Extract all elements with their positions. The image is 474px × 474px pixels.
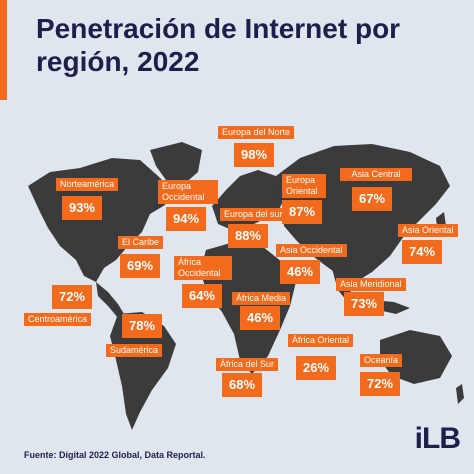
accent-bar	[0, 0, 7, 100]
region-value-central-asia: 67%	[352, 187, 392, 211]
europe-shape	[212, 170, 286, 230]
region-label-western-europe: Europa Occidental	[158, 180, 218, 204]
region-value-western-africa: 64%	[182, 284, 222, 308]
region-label-eastern-asia: Asia Oriental	[398, 224, 458, 237]
region-value-south-america: 78%	[122, 314, 162, 338]
region-value-middle-africa: 46%	[240, 306, 280, 330]
region-value-northern-europe: 98%	[234, 143, 274, 167]
greenland-shape	[150, 142, 202, 186]
region-value-caribbean: 69%	[120, 254, 160, 278]
region-value-eastern-africa: 26%	[296, 356, 336, 380]
region-label-north-america: Norteamérica	[56, 178, 119, 191]
region-value-southern-europe: 88%	[228, 224, 268, 248]
region-label-caribbean: El Caribe	[118, 236, 164, 249]
region-label-oceania: Oceanía	[360, 354, 403, 367]
region-value-south-asia: 73%	[344, 292, 384, 316]
region-value-north-america: 93%	[62, 196, 102, 220]
region-label-eastern-africa: África Oriental	[288, 334, 354, 347]
region-value-western-asia: 46%	[280, 260, 320, 284]
region-label-southern-africa: África del Sur	[216, 358, 279, 371]
region-value-oceania: 72%	[360, 372, 400, 396]
region-label-south-asia: Asia Meridional	[336, 278, 406, 291]
region-label-southern-europe: Europa del sur	[220, 208, 287, 221]
region-label-central-america: Centroamérica	[24, 313, 92, 326]
region-label-eastern-europe: Europa Oriental	[282, 174, 326, 198]
region-value-eastern-asia: 74%	[402, 240, 442, 264]
region-label-middle-africa: África Media	[232, 292, 291, 305]
south-america-shape	[110, 312, 176, 430]
ilb-logo: iLB	[414, 422, 461, 456]
region-label-central-asia: Asia Central	[340, 168, 412, 181]
region-value-western-europe: 94%	[166, 207, 206, 231]
region-value-central-america: 72%	[52, 285, 92, 309]
region-label-northern-europe: Europa del Norte	[218, 126, 295, 139]
australia-shape	[380, 330, 452, 384]
source-note: Fuente: Digital 2022 Global, Data Report…	[24, 450, 206, 460]
region-value-southern-africa: 68%	[222, 373, 262, 397]
page-title: Penetración de Internet por región, 2022	[36, 13, 401, 77]
new-zealand-shape	[456, 384, 464, 404]
central-america-shape	[96, 282, 124, 318]
region-value-eastern-europe: 87%	[282, 200, 322, 224]
region-label-western-asia: Asia Occidental	[276, 244, 347, 257]
region-label-western-africa: África Occidental	[174, 256, 232, 280]
logo-text: iLB	[414, 422, 461, 455]
region-label-south-america: Sudamérica	[106, 344, 163, 357]
